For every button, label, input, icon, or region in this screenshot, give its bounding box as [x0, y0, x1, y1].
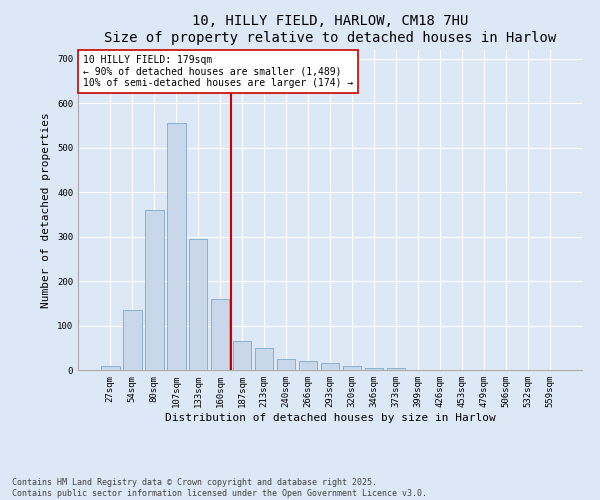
Bar [365, 368, 383, 370]
Bar [277, 359, 295, 370]
Text: 10 HILLY FIELD: 179sqm
← 90% of detached houses are smaller (1,489)
10% of semi-: 10 HILLY FIELD: 179sqm ← 90% of detached… [83, 55, 353, 88]
Bar [145, 210, 164, 370]
Bar [189, 239, 208, 370]
Bar [211, 299, 229, 370]
Title: 10, HILLY FIELD, HARLOW, CM18 7HU
Size of property relative to detached houses i: 10, HILLY FIELD, HARLOW, CM18 7HU Size o… [104, 14, 556, 44]
Y-axis label: Number of detached properties: Number of detached properties [41, 112, 52, 308]
Bar [343, 366, 361, 370]
Text: Contains HM Land Registry data © Crown copyright and database right 2025.
Contai: Contains HM Land Registry data © Crown c… [12, 478, 427, 498]
Bar [299, 361, 317, 370]
X-axis label: Distribution of detached houses by size in Harlow: Distribution of detached houses by size … [164, 412, 496, 422]
Bar [386, 368, 405, 370]
Bar [123, 310, 142, 370]
Bar [101, 366, 119, 370]
Bar [233, 341, 251, 370]
Bar [320, 364, 340, 370]
Bar [167, 124, 185, 370]
Bar [255, 348, 274, 370]
